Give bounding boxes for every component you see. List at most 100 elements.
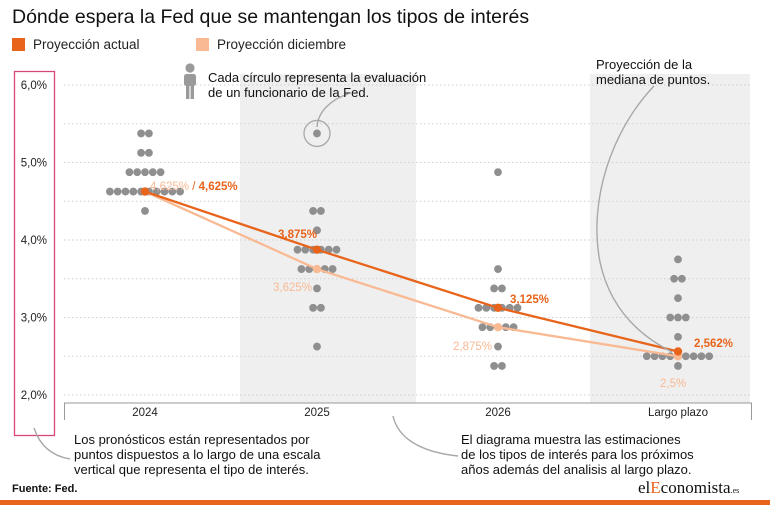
annotation-median-line1: Proyección de la	[596, 57, 693, 72]
person-icon-leg-left	[186, 84, 190, 99]
official-dot	[674, 255, 682, 264]
official-dot	[498, 362, 506, 370]
official-dot	[474, 303, 483, 312]
official-dot	[681, 313, 690, 322]
official-dot	[674, 362, 682, 370]
legend-swatch-actual	[12, 38, 25, 51]
official-dot	[494, 342, 502, 351]
annotation-axis-line2: puntos dispuestos a lo largo de una esca…	[74, 447, 321, 462]
y-tick-label: 5,0%	[21, 158, 47, 170]
annotation-diagram: El diagrama muestra las estimaciones de …	[461, 432, 694, 477]
official-dot	[156, 168, 165, 177]
official-dot	[309, 207, 317, 215]
y-tick-label: 2,0%	[21, 390, 47, 402]
official-dot	[513, 303, 522, 312]
official-dot	[332, 245, 341, 254]
annotation-dot-meaning: Cada círculo representa la evaluación de…	[208, 70, 426, 100]
person-icon-body	[184, 74, 196, 86]
official-dot	[642, 352, 651, 361]
y-tick-label: 3,0%	[21, 313, 47, 325]
y-tick-label: 4,0%	[21, 235, 47, 247]
official-dot	[313, 226, 321, 235]
official-dot	[490, 284, 498, 293]
official-dot	[674, 294, 682, 303]
annotation-diagram-line2: de los tipos de interés para los próximo…	[461, 447, 694, 462]
person-icon-leg-right	[190, 84, 194, 99]
official-dot	[494, 168, 502, 177]
person-icon-head	[185, 63, 195, 73]
official-dot	[666, 313, 675, 322]
value-label-diciembre-2025: 3,625%	[273, 282, 312, 294]
leader-diagram	[392, 415, 459, 457]
median-marker-actual	[140, 187, 150, 196]
x-category-label: 2026	[485, 407, 511, 419]
official-dot	[678, 274, 686, 283]
shaded-band-2025	[240, 74, 416, 403]
source-note: Fuente: Fed.	[12, 483, 78, 495]
annotation-dot-meaning-line1: Cada círculo representa la evaluación	[208, 70, 427, 85]
official-dot	[137, 129, 146, 138]
x-category-label: Largo plazo	[648, 407, 708, 419]
annotation-median-line2: mediana de puntos.	[596, 72, 711, 87]
official-dot	[148, 168, 157, 177]
official-dot	[168, 187, 177, 196]
official-dot	[145, 129, 153, 138]
official-dot	[141, 168, 149, 177]
official-dot	[670, 274, 678, 283]
official-dot	[152, 187, 161, 196]
official-dot	[309, 303, 317, 312]
value-label-actual-largo-plazo: 2,562%	[694, 338, 733, 350]
median-marker-diciembre	[493, 322, 503, 332]
official-dot	[498, 284, 506, 293]
line-proyeccion-diciembre	[144, 190, 679, 358]
annotation-median: Proyección de la mediana de puntos.	[596, 57, 710, 87]
official-dot	[313, 284, 321, 293]
official-dot	[176, 187, 185, 196]
official-dot	[293, 245, 302, 254]
x-category-label: 2024	[132, 407, 158, 419]
bottom-accent-bar	[0, 500, 770, 505]
leader-dot-meaning	[316, 93, 349, 128]
official-dot	[137, 148, 146, 157]
official-dot	[328, 265, 337, 273]
official-dot	[125, 168, 134, 177]
official-dot	[317, 207, 325, 215]
official-dot	[113, 187, 122, 196]
official-dot	[317, 303, 325, 312]
median-marker-diciembre	[312, 264, 322, 274]
official-dot	[145, 148, 153, 157]
median-marker-actual	[312, 245, 322, 254]
annotation-axis-line1: Los pronósticos están representados por	[74, 432, 310, 447]
leader-axis	[33, 427, 71, 460]
value-label-diciembre-largo-plazo: 2,5%	[660, 378, 686, 390]
official-dot	[478, 323, 487, 332]
line-proyeccion-actual	[144, 190, 679, 353]
official-dot	[141, 207, 149, 215]
axis-highlight-box	[13, 70, 56, 437]
annotation-axis: Los pronósticos están representados por …	[74, 432, 320, 477]
median-marker-actual	[493, 303, 503, 313]
official-dot	[106, 187, 114, 196]
annotation-dot-meaning-line2: de un funcionario de la Fed.	[208, 85, 370, 100]
official-dot	[301, 245, 310, 254]
shaded-band-largo-plazo	[590, 74, 750, 403]
official-dot	[689, 352, 698, 361]
value-label-actual-2026: 3,125%	[510, 294, 549, 306]
y-tick-label: 6,0%	[21, 80, 47, 92]
legend-item-december: Proyección diciembre	[196, 37, 346, 52]
official-dot	[681, 352, 690, 361]
annotation-diagram-line3: años además del analisis al largo plazo.	[461, 462, 692, 477]
official-dot	[494, 265, 502, 273]
legend-label-actual: Proyección actual	[33, 37, 140, 52]
dot-highlight-ring	[303, 119, 331, 148]
official-dot	[160, 187, 169, 196]
legend-swatch-december	[196, 38, 209, 51]
chart-title: Dónde espera la Fed que se mantengan los…	[12, 6, 530, 28]
value-label-2024: 4,625% / 4,625%	[150, 181, 238, 193]
x-category-label: 2025	[304, 407, 330, 419]
value-label-actual-2025: 3,875%	[278, 229, 317, 241]
official-dot	[650, 352, 659, 361]
legend-label-december: Proyección diciembre	[217, 37, 347, 52]
official-dot	[674, 332, 682, 341]
leader-median	[596, 85, 673, 353]
